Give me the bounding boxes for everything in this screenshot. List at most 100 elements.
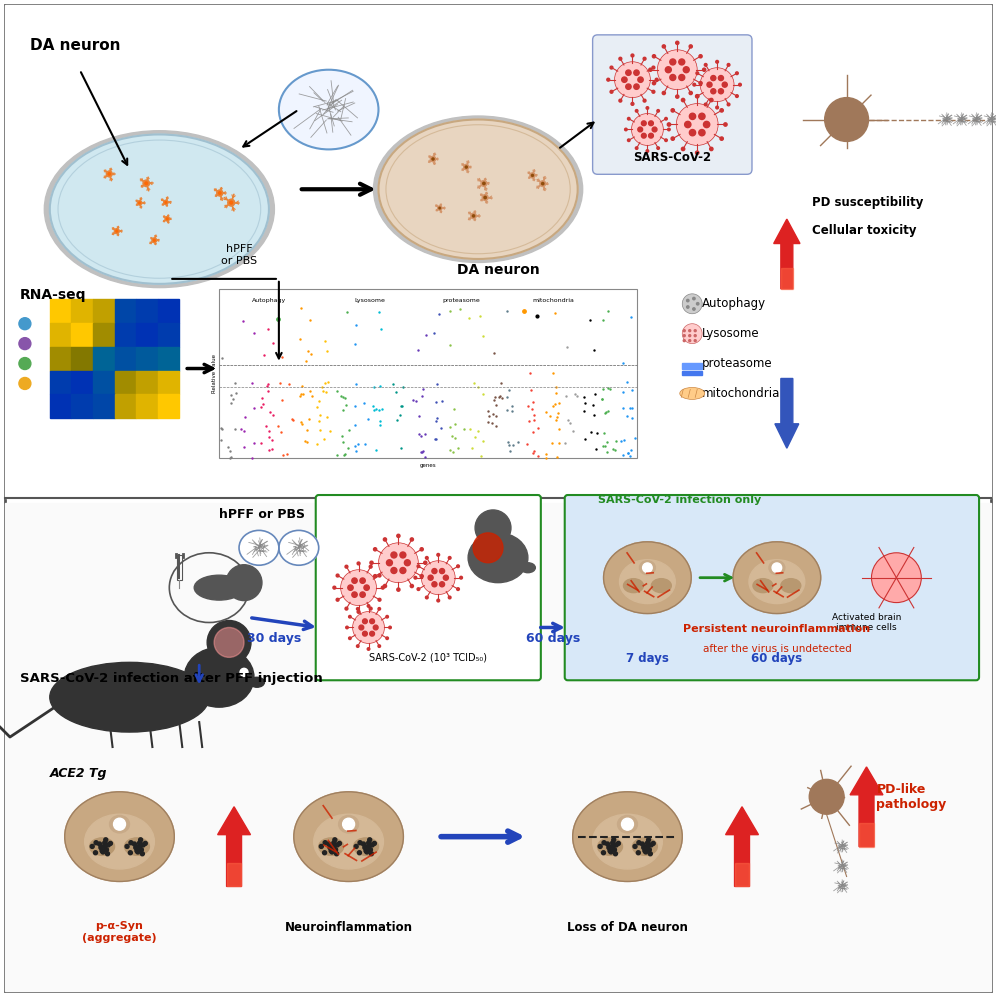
Bar bbox=[50, 323, 72, 347]
Bar bbox=[93, 323, 115, 347]
Circle shape bbox=[363, 631, 368, 636]
Circle shape bbox=[430, 156, 435, 161]
Point bbox=[253, 435, 269, 451]
Point bbox=[506, 437, 522, 453]
Point bbox=[447, 415, 463, 431]
Circle shape bbox=[615, 62, 650, 98]
Circle shape bbox=[648, 68, 652, 72]
Circle shape bbox=[343, 819, 355, 831]
Circle shape bbox=[165, 216, 169, 221]
Text: SARS-CoV-2: SARS-CoV-2 bbox=[633, 151, 711, 164]
Point bbox=[608, 442, 623, 458]
Circle shape bbox=[144, 182, 147, 184]
Bar bbox=[157, 394, 179, 418]
Circle shape bbox=[152, 238, 156, 243]
Point bbox=[549, 449, 565, 465]
Circle shape bbox=[696, 72, 698, 75]
Text: p-α-Syn
(aggregate): p-α-Syn (aggregate) bbox=[83, 921, 156, 943]
Point bbox=[569, 388, 585, 404]
Point bbox=[427, 413, 443, 429]
Point bbox=[318, 384, 334, 400]
Point bbox=[589, 424, 605, 440]
Circle shape bbox=[367, 845, 371, 849]
Circle shape bbox=[91, 845, 95, 849]
Point bbox=[462, 421, 478, 437]
Point bbox=[339, 396, 355, 412]
Point bbox=[558, 435, 574, 451]
Circle shape bbox=[652, 127, 657, 131]
Point bbox=[227, 421, 243, 437]
Point bbox=[264, 432, 280, 448]
Circle shape bbox=[357, 608, 359, 611]
Circle shape bbox=[417, 588, 419, 591]
Bar bbox=[157, 371, 179, 394]
Point bbox=[254, 390, 270, 406]
Point bbox=[292, 331, 308, 347]
Point bbox=[586, 343, 602, 359]
FancyArrow shape bbox=[781, 268, 793, 289]
Point bbox=[529, 308, 545, 324]
Circle shape bbox=[482, 194, 488, 200]
Circle shape bbox=[646, 843, 650, 847]
Point bbox=[504, 397, 520, 413]
Point bbox=[426, 326, 442, 342]
Bar bbox=[93, 299, 115, 323]
Point bbox=[322, 423, 338, 439]
Point bbox=[300, 434, 316, 450]
Point bbox=[481, 408, 497, 424]
Point bbox=[598, 403, 614, 419]
Circle shape bbox=[611, 91, 613, 94]
Circle shape bbox=[137, 841, 141, 845]
Circle shape bbox=[396, 588, 400, 592]
Point bbox=[361, 410, 376, 426]
Point bbox=[606, 441, 622, 457]
Point bbox=[316, 382, 332, 398]
Circle shape bbox=[107, 843, 111, 847]
Circle shape bbox=[643, 850, 647, 854]
Ellipse shape bbox=[85, 815, 154, 869]
Ellipse shape bbox=[354, 838, 378, 856]
Circle shape bbox=[642, 849, 646, 853]
Circle shape bbox=[646, 107, 648, 110]
Point bbox=[594, 391, 610, 407]
Text: mitochondria: mitochondria bbox=[702, 386, 781, 400]
Point bbox=[348, 375, 364, 391]
Point bbox=[494, 389, 510, 405]
Circle shape bbox=[696, 303, 699, 305]
Text: SARS-CoV-2 (10³ TCID₅₀): SARS-CoV-2 (10³ TCID₅₀) bbox=[370, 652, 487, 662]
Circle shape bbox=[383, 538, 386, 541]
Circle shape bbox=[599, 845, 603, 849]
Circle shape bbox=[643, 100, 646, 102]
Circle shape bbox=[657, 50, 697, 90]
Circle shape bbox=[484, 196, 486, 199]
Text: proteasome: proteasome bbox=[443, 299, 481, 304]
Text: SARS-CoV-2 infection only: SARS-CoV-2 infection only bbox=[598, 495, 761, 505]
Bar bbox=[50, 371, 72, 394]
Point bbox=[447, 430, 463, 446]
Point bbox=[310, 435, 326, 451]
Circle shape bbox=[101, 850, 105, 854]
Circle shape bbox=[702, 68, 706, 72]
Circle shape bbox=[338, 842, 342, 846]
Circle shape bbox=[423, 561, 427, 565]
Point bbox=[270, 312, 286, 328]
Point bbox=[366, 398, 381, 414]
Circle shape bbox=[364, 585, 370, 591]
Circle shape bbox=[683, 67, 689, 73]
Point bbox=[562, 415, 578, 431]
Circle shape bbox=[19, 338, 31, 350]
Circle shape bbox=[646, 149, 648, 152]
Point bbox=[213, 419, 229, 435]
Circle shape bbox=[381, 587, 384, 589]
Circle shape bbox=[207, 621, 251, 664]
Circle shape bbox=[669, 59, 675, 65]
Circle shape bbox=[457, 565, 459, 568]
Point bbox=[295, 378, 311, 394]
Point bbox=[548, 396, 564, 412]
Point bbox=[434, 393, 450, 409]
Ellipse shape bbox=[239, 530, 279, 566]
Circle shape bbox=[686, 300, 689, 302]
Ellipse shape bbox=[809, 779, 844, 815]
Circle shape bbox=[631, 54, 633, 57]
Point bbox=[410, 408, 426, 424]
